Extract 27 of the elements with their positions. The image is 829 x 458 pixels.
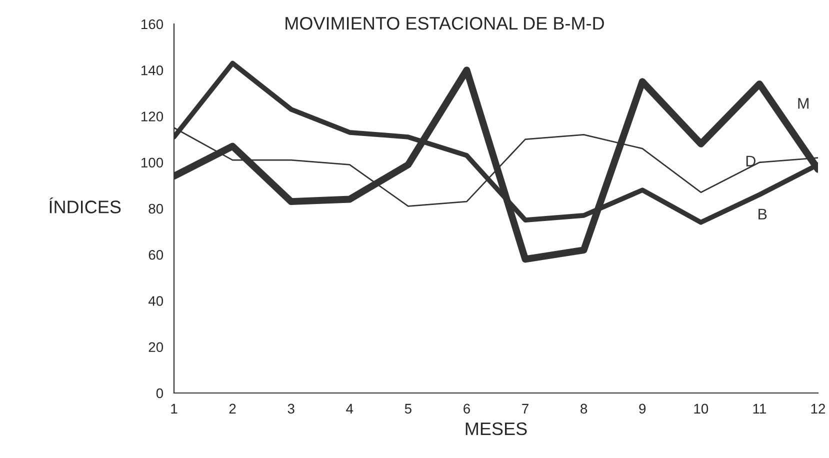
y-tick-label: 120 [141,112,164,122]
x-tick-label: 1 [171,404,178,414]
y-tick-label: 100 [141,158,164,168]
y-tick-label: 140 [141,65,164,76]
y-tick-label: 20 [148,342,164,352]
x-tick-label: 9 [639,404,646,414]
x-tick-label: 2 [229,404,236,414]
x-tick-label: 4 [346,404,354,414]
series-label: B [758,208,767,220]
x-tick-label: 6 [464,404,470,414]
y-tick-label: 60 [148,250,164,260]
y-tick-label: 40 [148,296,164,306]
x-tick-label: 3 [288,404,294,414]
y-axis-title: ÍNDICES [49,198,121,214]
series-label: M [798,98,808,109]
y-tick-label: 0 [156,388,164,398]
series-label: D [746,156,756,166]
x-tick-label: 11 [753,404,766,414]
x-axis-title: MESES [466,422,527,436]
y-tick-label: 160 [141,19,164,30]
x-tick-label: 12 [811,404,826,414]
x-tick-label: 10 [694,404,708,414]
chart-title: MOVIMIENTO ESTACIONAL DE B-M-D [286,16,604,30]
x-tick-label: 5 [404,404,412,414]
x-tick-label: 8 [580,404,588,414]
x-tick-label: 7 [522,404,528,414]
y-tick-label: 80 [148,204,164,214]
